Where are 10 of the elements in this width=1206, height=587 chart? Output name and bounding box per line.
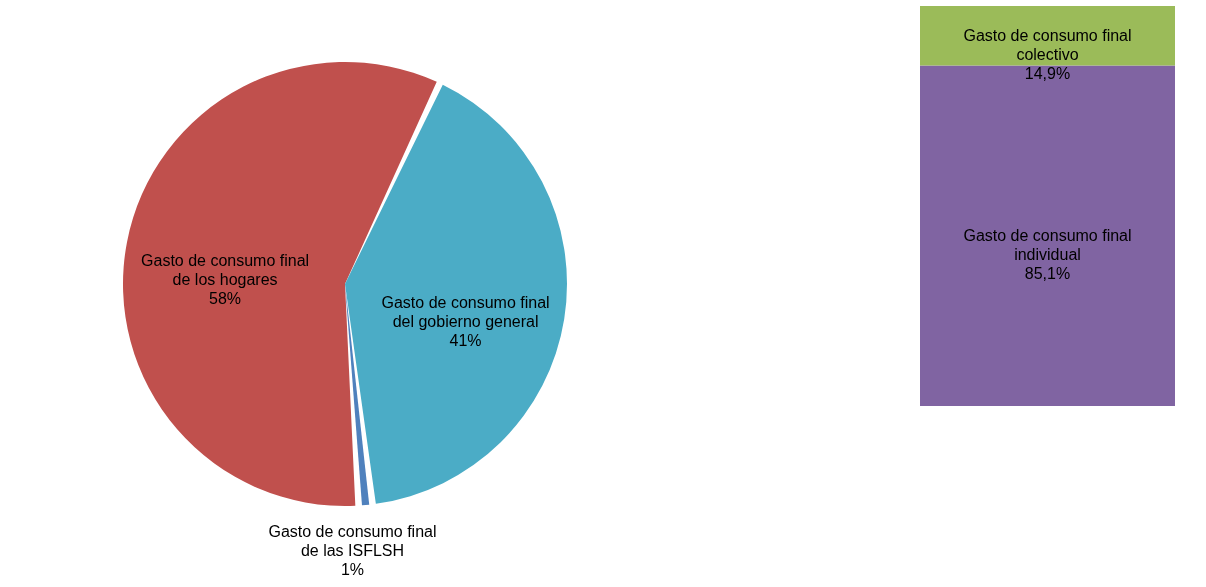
data-label: 58% [209, 289, 242, 307]
data-label: 41% [449, 332, 482, 350]
data-label: 14,9% [1024, 64, 1071, 82]
series-label: Gasto de consumo final individual [963, 226, 1132, 263]
data-label: 85,1% [1024, 264, 1071, 282]
slice-label: Gasto de consumo final de los hogares [141, 251, 310, 288]
series-label: Gasto de consumo final colectivo [963, 26, 1132, 63]
slice-label: Gasto de consumo final del gobierno general [381, 294, 550, 331]
slice-label: Gasto de consumo final de las ISFLSH [268, 522, 437, 559]
data-label: 1% [340, 560, 365, 578]
